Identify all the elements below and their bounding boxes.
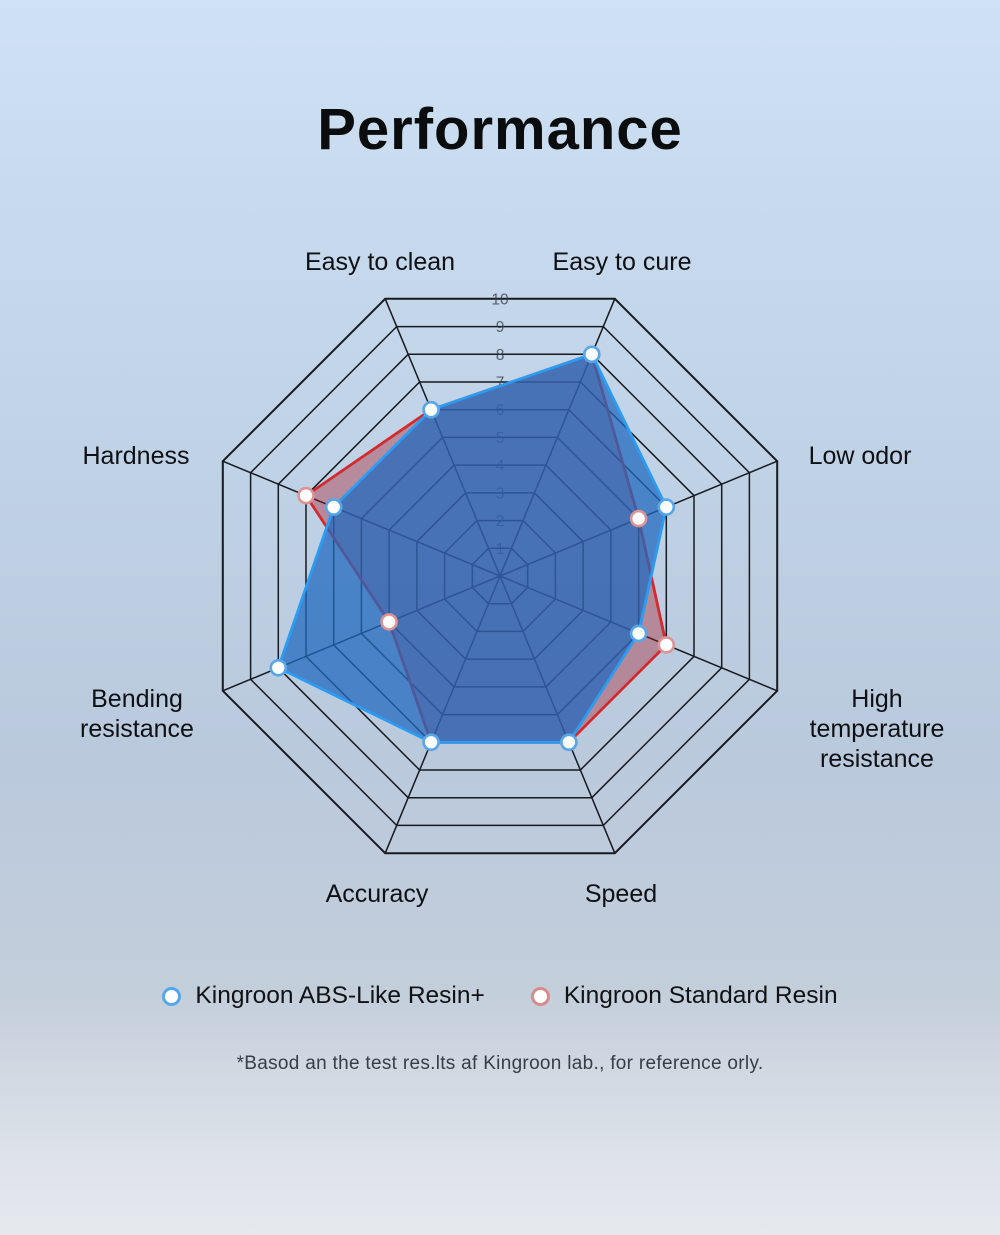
data-point-kingroon-standard-resin-high-temperature-resistance xyxy=(657,636,676,654)
data-point-kingroon-abs-like-resin+-easy-to-clean xyxy=(422,400,440,419)
scale-tick-8: 8 xyxy=(496,347,505,364)
axis-label-easy-to-cure: Easy to cure xyxy=(553,248,692,276)
axis-label-speed: Speed xyxy=(585,880,657,908)
legend-label: Kingroon Standard Resin xyxy=(563,982,838,1009)
data-point-kingroon-abs-like-resin+-easy-to-cure xyxy=(582,345,601,364)
axis-label-hardness: Hardness xyxy=(83,442,190,470)
data-point-kingroon-abs-like-resin+-low-odor xyxy=(657,498,676,516)
data-point-kingroon-abs-like-resin+-bending-resistance xyxy=(269,658,288,677)
legend-marker-circle-icon xyxy=(162,986,182,1006)
legend: Kingroon ABS-Like Resin+ Kingroon Standa… xyxy=(0,982,1000,1010)
scale-tick-9: 9 xyxy=(496,319,505,336)
axis-label-high-temperature-resistance: High temperature resistance xyxy=(810,685,945,773)
data-point-kingroon-abs-like-resin+-speed xyxy=(560,733,578,752)
data-point-kingroon-standard-resin-hardness xyxy=(297,486,315,505)
axis-label-bending-resistance: Bending resistance xyxy=(80,685,194,743)
legend-item-abs-like-resin: Kingroon ABS-Like Resin+ xyxy=(162,982,485,1010)
footnote: *Basod an the test res.lts af Kingroon l… xyxy=(236,1053,764,1074)
axis-label-low-odor: Low odor xyxy=(809,442,912,470)
data-point-kingroon-abs-like-resin+-accuracy xyxy=(422,733,440,752)
axis-label-easy-to-clean: Easy to clean xyxy=(305,248,455,276)
legend-item-standard-resin: Kingroon Standard Resin xyxy=(530,982,838,1010)
data-point-kingroon-standard-resin-low-odor xyxy=(629,509,648,528)
scale-tick-10: 10 xyxy=(491,291,509,308)
legend-label: Kingroon ABS-Like Resin+ xyxy=(195,982,485,1009)
page-title: Performance xyxy=(317,97,683,162)
data-point-kingroon-abs-like-resin+-hardness xyxy=(324,498,343,516)
data-point-kingroon-standard-resin-bending-resistance xyxy=(380,613,398,631)
legend-marker-circle-icon xyxy=(530,986,550,1006)
scale-tick-7: 7 xyxy=(496,375,505,392)
axis-label-accuracy: Accuracy xyxy=(326,880,429,908)
data-point-kingroon-abs-like-resin+-high-temperature-resistance xyxy=(629,624,648,643)
